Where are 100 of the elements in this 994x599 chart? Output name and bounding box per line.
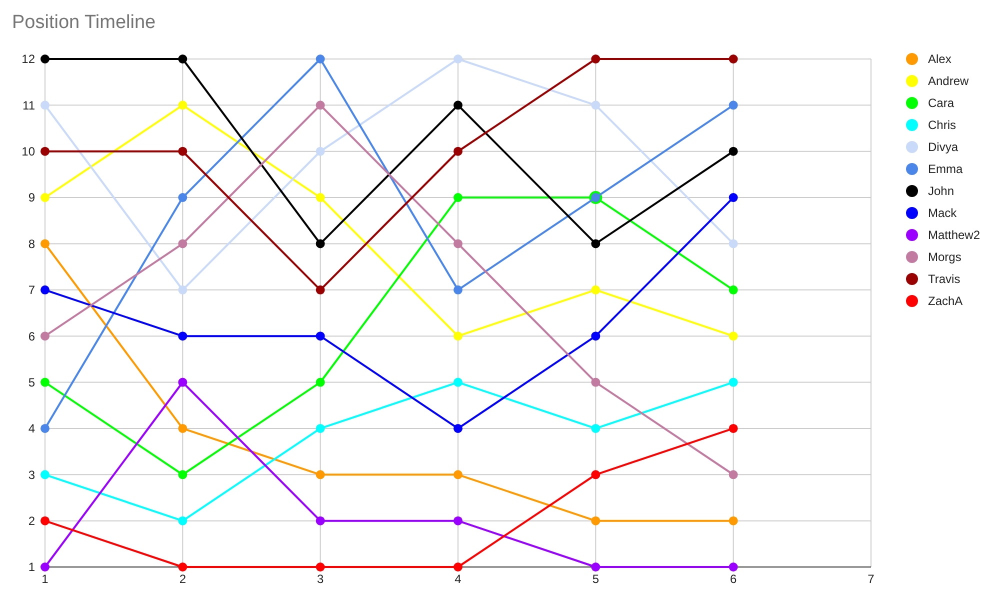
point [316,424,325,433]
point [178,378,188,387]
point [178,516,188,526]
point [728,193,738,202]
point [316,146,325,156]
point [591,470,600,480]
point [316,470,325,480]
point [454,470,462,480]
point [316,516,325,526]
legend-label: Alex [928,52,952,66]
point [316,193,325,202]
point [40,193,50,202]
point [40,470,50,480]
legend-label: Morgs [928,250,962,264]
point [728,562,738,572]
point [316,239,325,248]
y-tick-label: 7 [28,283,36,298]
point [40,424,50,433]
x-tick-label: 7 [868,572,875,586]
y-tick-label: 2 [28,514,36,528]
point [591,562,600,572]
point [591,332,600,341]
point [728,470,738,480]
point [454,54,462,64]
point [316,54,325,64]
legend-label: Matthew2 [928,228,980,242]
point [591,516,600,526]
point [454,239,462,248]
point [454,516,462,526]
point [178,424,188,433]
point [316,332,325,341]
y-tick-label: 10 [22,144,36,159]
point [728,54,738,64]
point [40,54,50,64]
point [454,378,462,387]
point [178,470,188,480]
point [454,424,462,433]
point [40,378,50,387]
chart-title: Position Timeline [12,12,156,33]
point [178,100,188,110]
point [40,285,50,294]
point [40,146,50,156]
legend-label: Cara [928,96,954,110]
legend-label: Andrew [928,74,970,88]
y-tick-label: 9 [28,190,36,205]
point [178,54,188,64]
point [591,378,600,387]
point [178,239,188,248]
point [40,239,50,248]
point [728,332,738,341]
y-tick-label: 12 [22,52,36,66]
point [728,100,738,110]
y-tick-label: 3 [28,468,36,482]
point [728,424,738,433]
point [178,193,188,202]
point [454,332,462,341]
y-tick-label: 8 [28,236,36,251]
legend-label: Emma [928,162,963,176]
y-tick-label: 11 [22,98,36,112]
x-tick-label: 1 [42,572,49,586]
legend-label: John [928,184,954,198]
point [728,146,738,156]
point [178,332,188,341]
legend-label: Travis [928,272,960,286]
point [316,285,325,294]
point [178,146,188,156]
point [591,285,600,294]
point [591,100,600,110]
point [316,100,325,110]
point [316,562,325,572]
legend-label: Mack [928,206,958,220]
point [454,146,462,156]
point [728,378,738,387]
y-tick-label: 5 [28,375,36,390]
x-tick-label: 3 [316,572,324,586]
x-tick-label: 4 [454,572,462,586]
point [728,285,738,294]
point [454,562,462,572]
point [40,516,50,526]
legend-label: Divya [928,140,958,154]
y-tick-label: 6 [28,329,36,344]
y-tick-label: 1 [28,560,36,574]
x-tick-label: 2 [179,572,186,586]
point [454,285,462,294]
legend-label: Chris [928,118,956,132]
point [178,562,188,572]
point [591,239,600,248]
x-tick-label: 6 [730,572,737,586]
point [40,332,50,341]
point [728,239,738,248]
point [40,562,50,572]
point [40,100,50,110]
y-tick-label: 4 [28,422,36,436]
point [316,378,325,387]
legend-label: ZachA [928,294,963,308]
point [591,54,600,64]
point [591,424,600,433]
point [728,516,738,526]
point [454,193,462,202]
point [454,100,462,110]
